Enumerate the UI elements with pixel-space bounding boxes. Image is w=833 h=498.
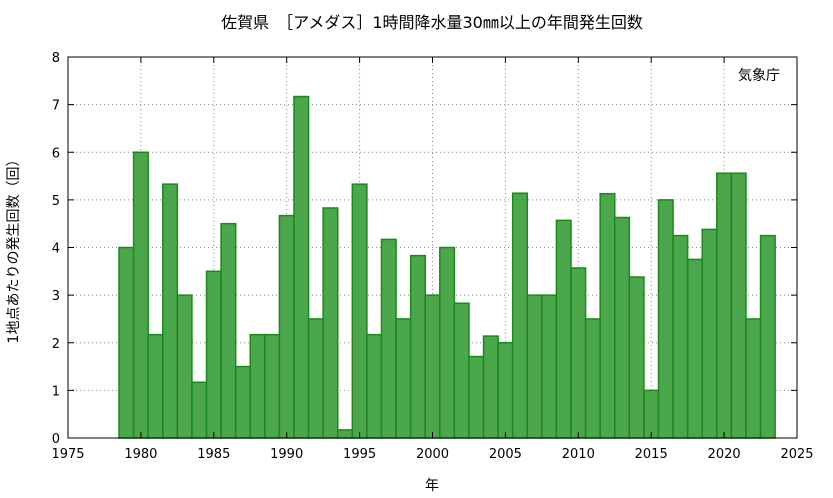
bar-2021 bbox=[730, 172, 747, 439]
bar-1997 bbox=[380, 238, 397, 439]
bar-2013 bbox=[614, 216, 631, 439]
bar-1986 bbox=[220, 222, 237, 439]
x-tick-label: 1990 bbox=[270, 447, 303, 462]
bar-2001 bbox=[439, 246, 456, 439]
y-tick-label: 3 bbox=[52, 289, 60, 304]
bar-1999 bbox=[409, 254, 426, 439]
bar-2003 bbox=[468, 355, 485, 439]
bar-2000 bbox=[424, 294, 441, 439]
bar-2011 bbox=[584, 318, 601, 439]
y-tick-label: 1 bbox=[52, 384, 60, 399]
bar-2004 bbox=[482, 335, 499, 439]
bar-1982 bbox=[162, 183, 179, 439]
bar-1981 bbox=[147, 333, 164, 439]
y-tick-label: 0 bbox=[52, 432, 60, 447]
bar-1993 bbox=[322, 207, 339, 439]
y-tick-label: 2 bbox=[52, 337, 60, 352]
x-tick-label: 1985 bbox=[197, 447, 230, 462]
x-tick-label: 2025 bbox=[780, 447, 813, 462]
bar-2008 bbox=[541, 294, 558, 439]
bar-2012 bbox=[599, 192, 616, 439]
bar-1979 bbox=[118, 246, 135, 439]
bar-1983 bbox=[176, 294, 193, 439]
bar-1985 bbox=[205, 270, 222, 439]
y-tick-label: 4 bbox=[52, 242, 60, 257]
bar-1998 bbox=[395, 318, 412, 439]
bars bbox=[118, 95, 776, 439]
x-axis-label: 年 bbox=[425, 478, 439, 494]
bar-1992 bbox=[307, 318, 324, 439]
bar-2018 bbox=[686, 258, 703, 439]
y-tick-label: 6 bbox=[52, 146, 60, 161]
bar-1980 bbox=[132, 151, 149, 439]
chart-title: 佐賀県 ［アメダス］1時間降水量30㎜以上の年間発生回数 bbox=[221, 13, 643, 32]
bar-2016 bbox=[657, 199, 674, 439]
bar-2020 bbox=[716, 172, 733, 439]
x-tick-label: 2020 bbox=[708, 447, 741, 462]
bar-2006 bbox=[511, 192, 529, 439]
x-tick-label: 1975 bbox=[51, 447, 84, 462]
bar-2009 bbox=[555, 219, 572, 439]
y-tick-label: 7 bbox=[52, 99, 60, 114]
bar-2014 bbox=[628, 276, 645, 439]
x-tick-label: 1995 bbox=[343, 447, 376, 462]
x-tick-label: 1980 bbox=[124, 447, 157, 462]
bar-2022 bbox=[745, 318, 762, 439]
bar-1990 bbox=[278, 214, 295, 439]
bar-1987 bbox=[234, 365, 251, 439]
bar-2015 bbox=[643, 389, 660, 439]
x-tick-label: 2010 bbox=[562, 447, 595, 462]
x-tick-label: 2000 bbox=[416, 447, 449, 462]
bar-2017 bbox=[672, 234, 689, 439]
bar-1984 bbox=[191, 381, 208, 439]
axis-ticks: 0 1 2 3 4 5 6 7 8 1975 1980 1985 1990 1995 2000 2005 201… bbox=[51, 51, 813, 462]
x-tick-label: 2015 bbox=[635, 447, 668, 462]
bar-2010 bbox=[570, 267, 587, 439]
x-tick-label: 2005 bbox=[489, 447, 522, 462]
bar-1988 bbox=[249, 333, 266, 439]
bar-1991 bbox=[293, 95, 310, 439]
bar-1994 bbox=[336, 429, 354, 439]
bar-2023 bbox=[759, 234, 776, 439]
y-axis-label: 1地点あたりの発生回数（回） bbox=[6, 153, 22, 344]
bar-2005 bbox=[497, 342, 514, 439]
source-label: 気象庁 bbox=[738, 68, 780, 84]
bar-2019 bbox=[701, 228, 718, 439]
bar-2002 bbox=[453, 302, 470, 439]
bar-2007 bbox=[526, 294, 543, 439]
bar-1995 bbox=[351, 183, 368, 439]
y-tick-label: 5 bbox=[52, 194, 60, 209]
y-tick-label: 8 bbox=[52, 51, 60, 66]
bar-1989 bbox=[264, 333, 281, 439]
bar-1996 bbox=[366, 333, 383, 439]
